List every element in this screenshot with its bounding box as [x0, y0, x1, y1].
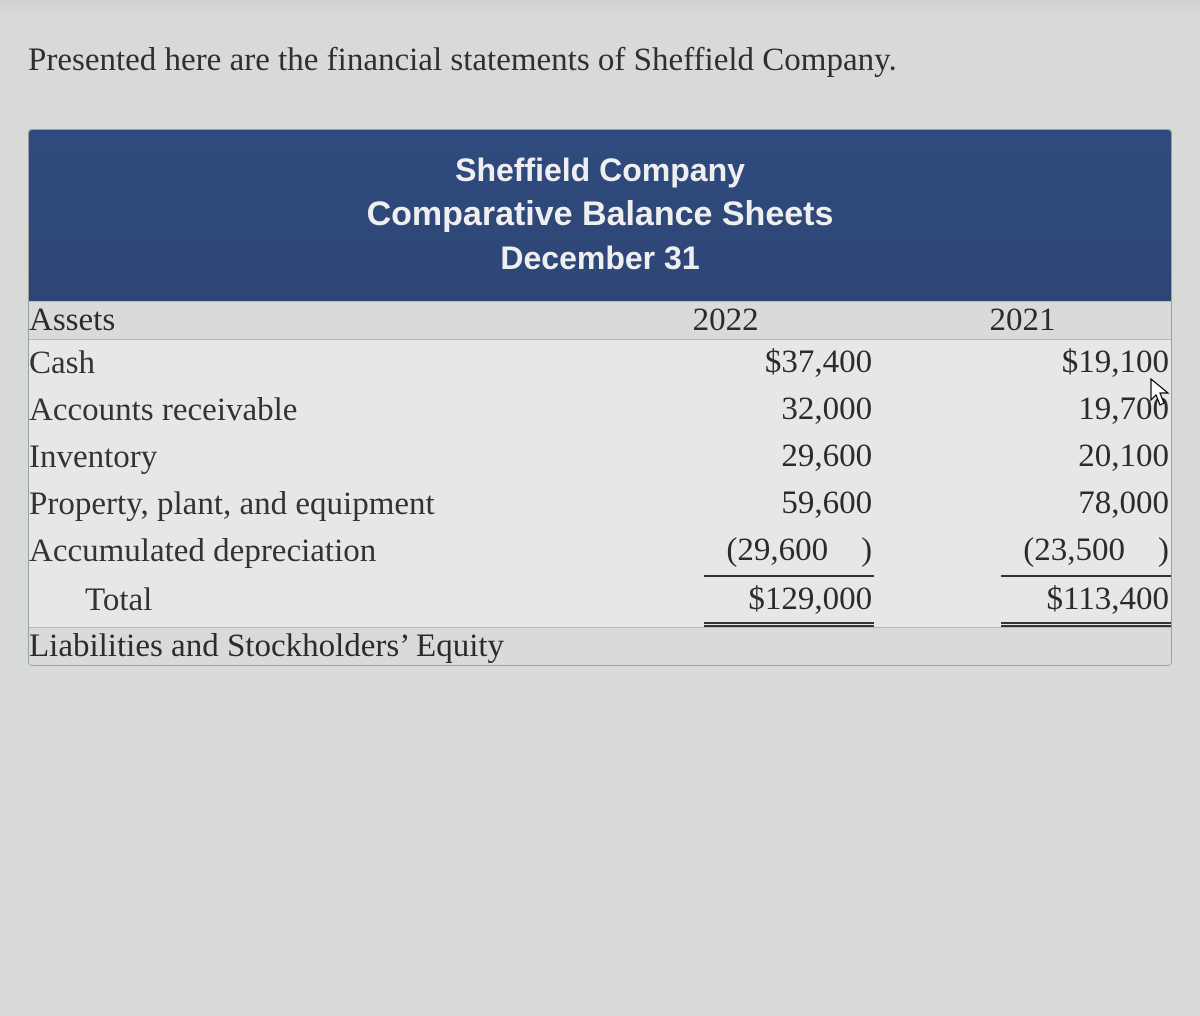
- page: Presented here are the financial stateme…: [0, 0, 1200, 666]
- cash-2021: $19,100: [1001, 340, 1171, 387]
- total-2022: $129,000: [704, 575, 874, 627]
- row-accumulated-depreciation: Accumulated depreciation (29,600 ) (23,5…: [29, 528, 1171, 575]
- inv-label: Inventory: [29, 434, 577, 481]
- cash-2022: $37,400: [704, 340, 874, 387]
- company-name: Sheffield Company: [39, 152, 1161, 189]
- row-ppe: Property, plant, and equipment 59,600 78…: [29, 481, 1171, 528]
- ar-label: Accounts receivable: [29, 387, 577, 434]
- row-cash: Cash $37,400 $19,100: [29, 339, 1171, 387]
- row-total: Total $129,000 $113,400: [29, 575, 1171, 628]
- sheet-title: Comparative Balance Sheets: [39, 195, 1161, 234]
- row-inventory: Inventory 29,600 20,100: [29, 434, 1171, 481]
- sheet-date: December 31: [39, 240, 1161, 277]
- ppe-2022: 59,600: [704, 481, 874, 528]
- total-label: Total: [29, 575, 577, 628]
- accdep-2021: (23,500 ): [1001, 528, 1171, 575]
- inv-2022: 29,600: [704, 434, 874, 481]
- assets-header-row: Assets 2022 2021: [29, 301, 1171, 339]
- balance-sheet-table: Assets 2022 2021 Cash $37,400 $19,100 Ac…: [29, 301, 1171, 665]
- inv-2021: 20,100: [1001, 434, 1171, 481]
- accdep-label: Accumulated depreciation: [29, 528, 577, 575]
- assets-label: Assets: [29, 301, 577, 339]
- ppe-2021: 78,000: [1001, 481, 1171, 528]
- liabilities-label: Liabilities and Stockholders’ Equity: [29, 627, 1171, 665]
- year-2022-header: 2022: [577, 301, 874, 339]
- year-2021-header: 2021: [874, 301, 1171, 339]
- sheet-header: Sheffield Company Comparative Balance Sh…: [29, 130, 1171, 301]
- row-accounts-receivable: Accounts receivable 32,000 19,700: [29, 387, 1171, 434]
- liabilities-header-row: Liabilities and Stockholders’ Equity: [29, 627, 1171, 665]
- total-2021: $113,400: [1001, 575, 1171, 627]
- ppe-label: Property, plant, and equipment: [29, 481, 577, 528]
- cash-label: Cash: [29, 339, 577, 387]
- accdep-2022: (29,600 ): [704, 528, 874, 575]
- intro-text: Presented here are the financial stateme…: [28, 38, 1172, 83]
- ar-2022: 32,000: [704, 387, 874, 434]
- balance-sheet: Sheffield Company Comparative Balance Sh…: [28, 129, 1172, 666]
- ar-2021: 19,700: [1001, 387, 1171, 434]
